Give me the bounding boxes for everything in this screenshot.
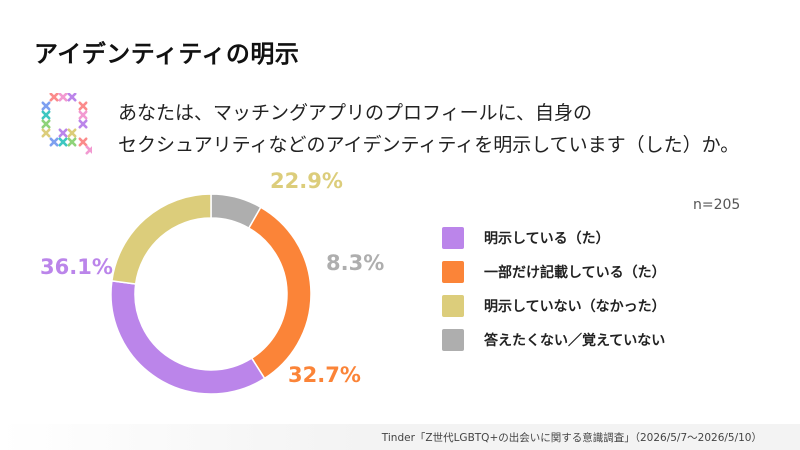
legend-swatch-no-answer — [442, 329, 464, 351]
logo-cross-icon — [78, 137, 88, 147]
source-note: Tinder「Z世代LGBTQ+の出会いに関する意識調査」（2026/5/7〜2… — [381, 432, 762, 444]
page-title: アイデンティティの明示 — [34, 40, 300, 68]
chart-legend: 明示している（た） 一部だけ記載している（た） 明示していない（なかった） 答え… — [442, 227, 666, 363]
donut-slice-partial — [247, 206, 312, 380]
legend-label-not-shown: 明示していない（なかった） — [484, 299, 666, 315]
logo-cross-icon — [67, 137, 77, 147]
logo-cross-icon — [41, 128, 51, 138]
legend-label-shown: 明示している（た） — [484, 231, 610, 247]
logo-cross-icon — [78, 110, 88, 120]
logo-cross-icon — [85, 145, 92, 155]
logo-cross-icon — [58, 93, 68, 102]
logo-cross-icon — [67, 93, 77, 102]
legend-item-no-answer: 答えたくない／覚えていない — [442, 329, 666, 351]
question-line-2: セクシュアリティなどのアイデンティティを明示しています（した）か。 — [118, 134, 740, 156]
data-label-shown: 36.1% — [40, 255, 113, 279]
data-label-no-answer: 8.3% — [326, 251, 384, 275]
logo-cross-icon — [67, 128, 77, 138]
legend-swatch-partial — [442, 261, 464, 283]
footer-bar — [0, 424, 800, 450]
data-label-partial: 32.7% — [288, 363, 361, 387]
legend-label-no-answer: 答えたくない／覚えていない — [484, 333, 666, 349]
logo-cross-icon — [41, 119, 51, 129]
logo-cross-icon — [78, 101, 88, 111]
question-text: あなたは、マッチングアプリのプロフィールに、自身の セクシュアリティなどのアイデ… — [118, 97, 778, 161]
data-label-not-shown: 22.9% — [270, 169, 343, 193]
logo-cross-icon — [49, 137, 59, 147]
legend-item-shown: 明示している（た） — [442, 227, 666, 249]
logo-cross-icon — [58, 137, 68, 147]
donut-slice-not-shown — [111, 193, 212, 285]
logo-cross-icon — [49, 93, 59, 102]
legend-swatch-not-shown — [442, 295, 464, 317]
legend-item-partial: 一部だけ記載している（た） — [442, 261, 666, 283]
legend-label-partial: 一部だけ記載している（た） — [484, 265, 666, 281]
legend-swatch-shown — [442, 227, 464, 249]
donut-slice-shown — [110, 280, 266, 395]
sample-size-label: n=205 — [693, 197, 741, 213]
question-line-1: あなたは、マッチングアプリのプロフィールに、自身の — [118, 102, 593, 124]
logo-cross-icon — [41, 101, 51, 111]
logo-cross-icon — [41, 110, 51, 120]
logo-cross-icon — [78, 119, 88, 129]
legend-item-not-shown: 明示していない（なかった） — [442, 295, 666, 317]
logo-cross-icon — [58, 128, 68, 138]
q-logo-icon — [41, 93, 92, 155]
